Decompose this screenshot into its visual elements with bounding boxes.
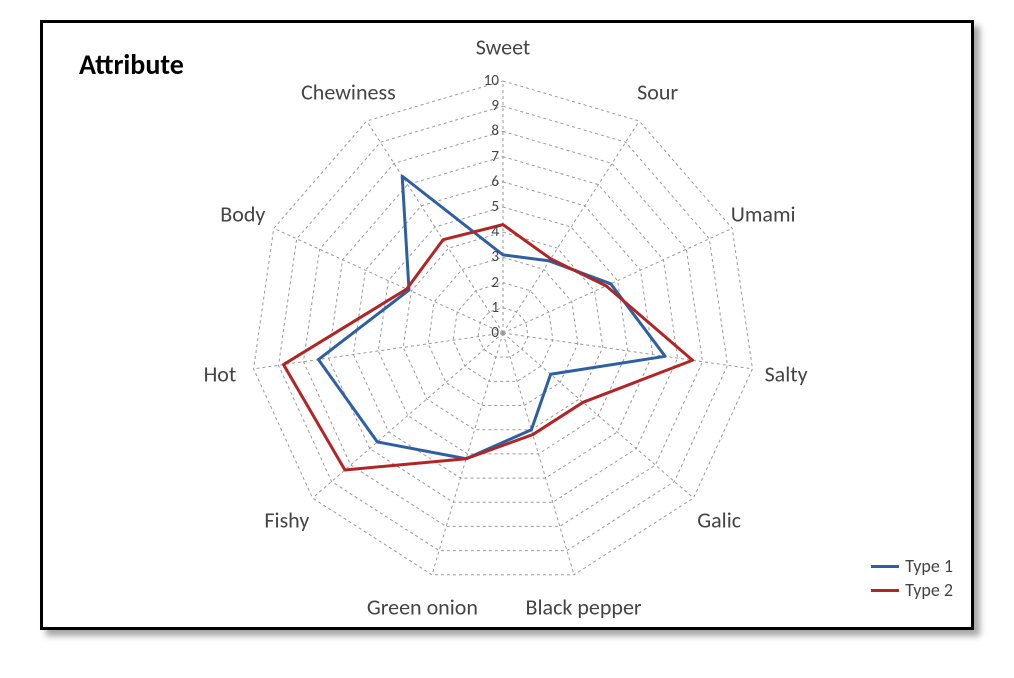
- legend: Type 1Type 2: [871, 553, 953, 603]
- legend-swatch: [871, 565, 899, 568]
- chart-frame: Attribute SweetSourUmamiSaltyGalicBlack …: [40, 20, 974, 630]
- legend-swatch: [871, 589, 899, 592]
- radar-chart: [43, 23, 971, 627]
- legend-label: Type 1: [905, 555, 953, 577]
- legend-label: Type 2: [905, 579, 953, 601]
- legend-item: Type 2: [871, 579, 953, 601]
- legend-item: Type 1: [871, 555, 953, 577]
